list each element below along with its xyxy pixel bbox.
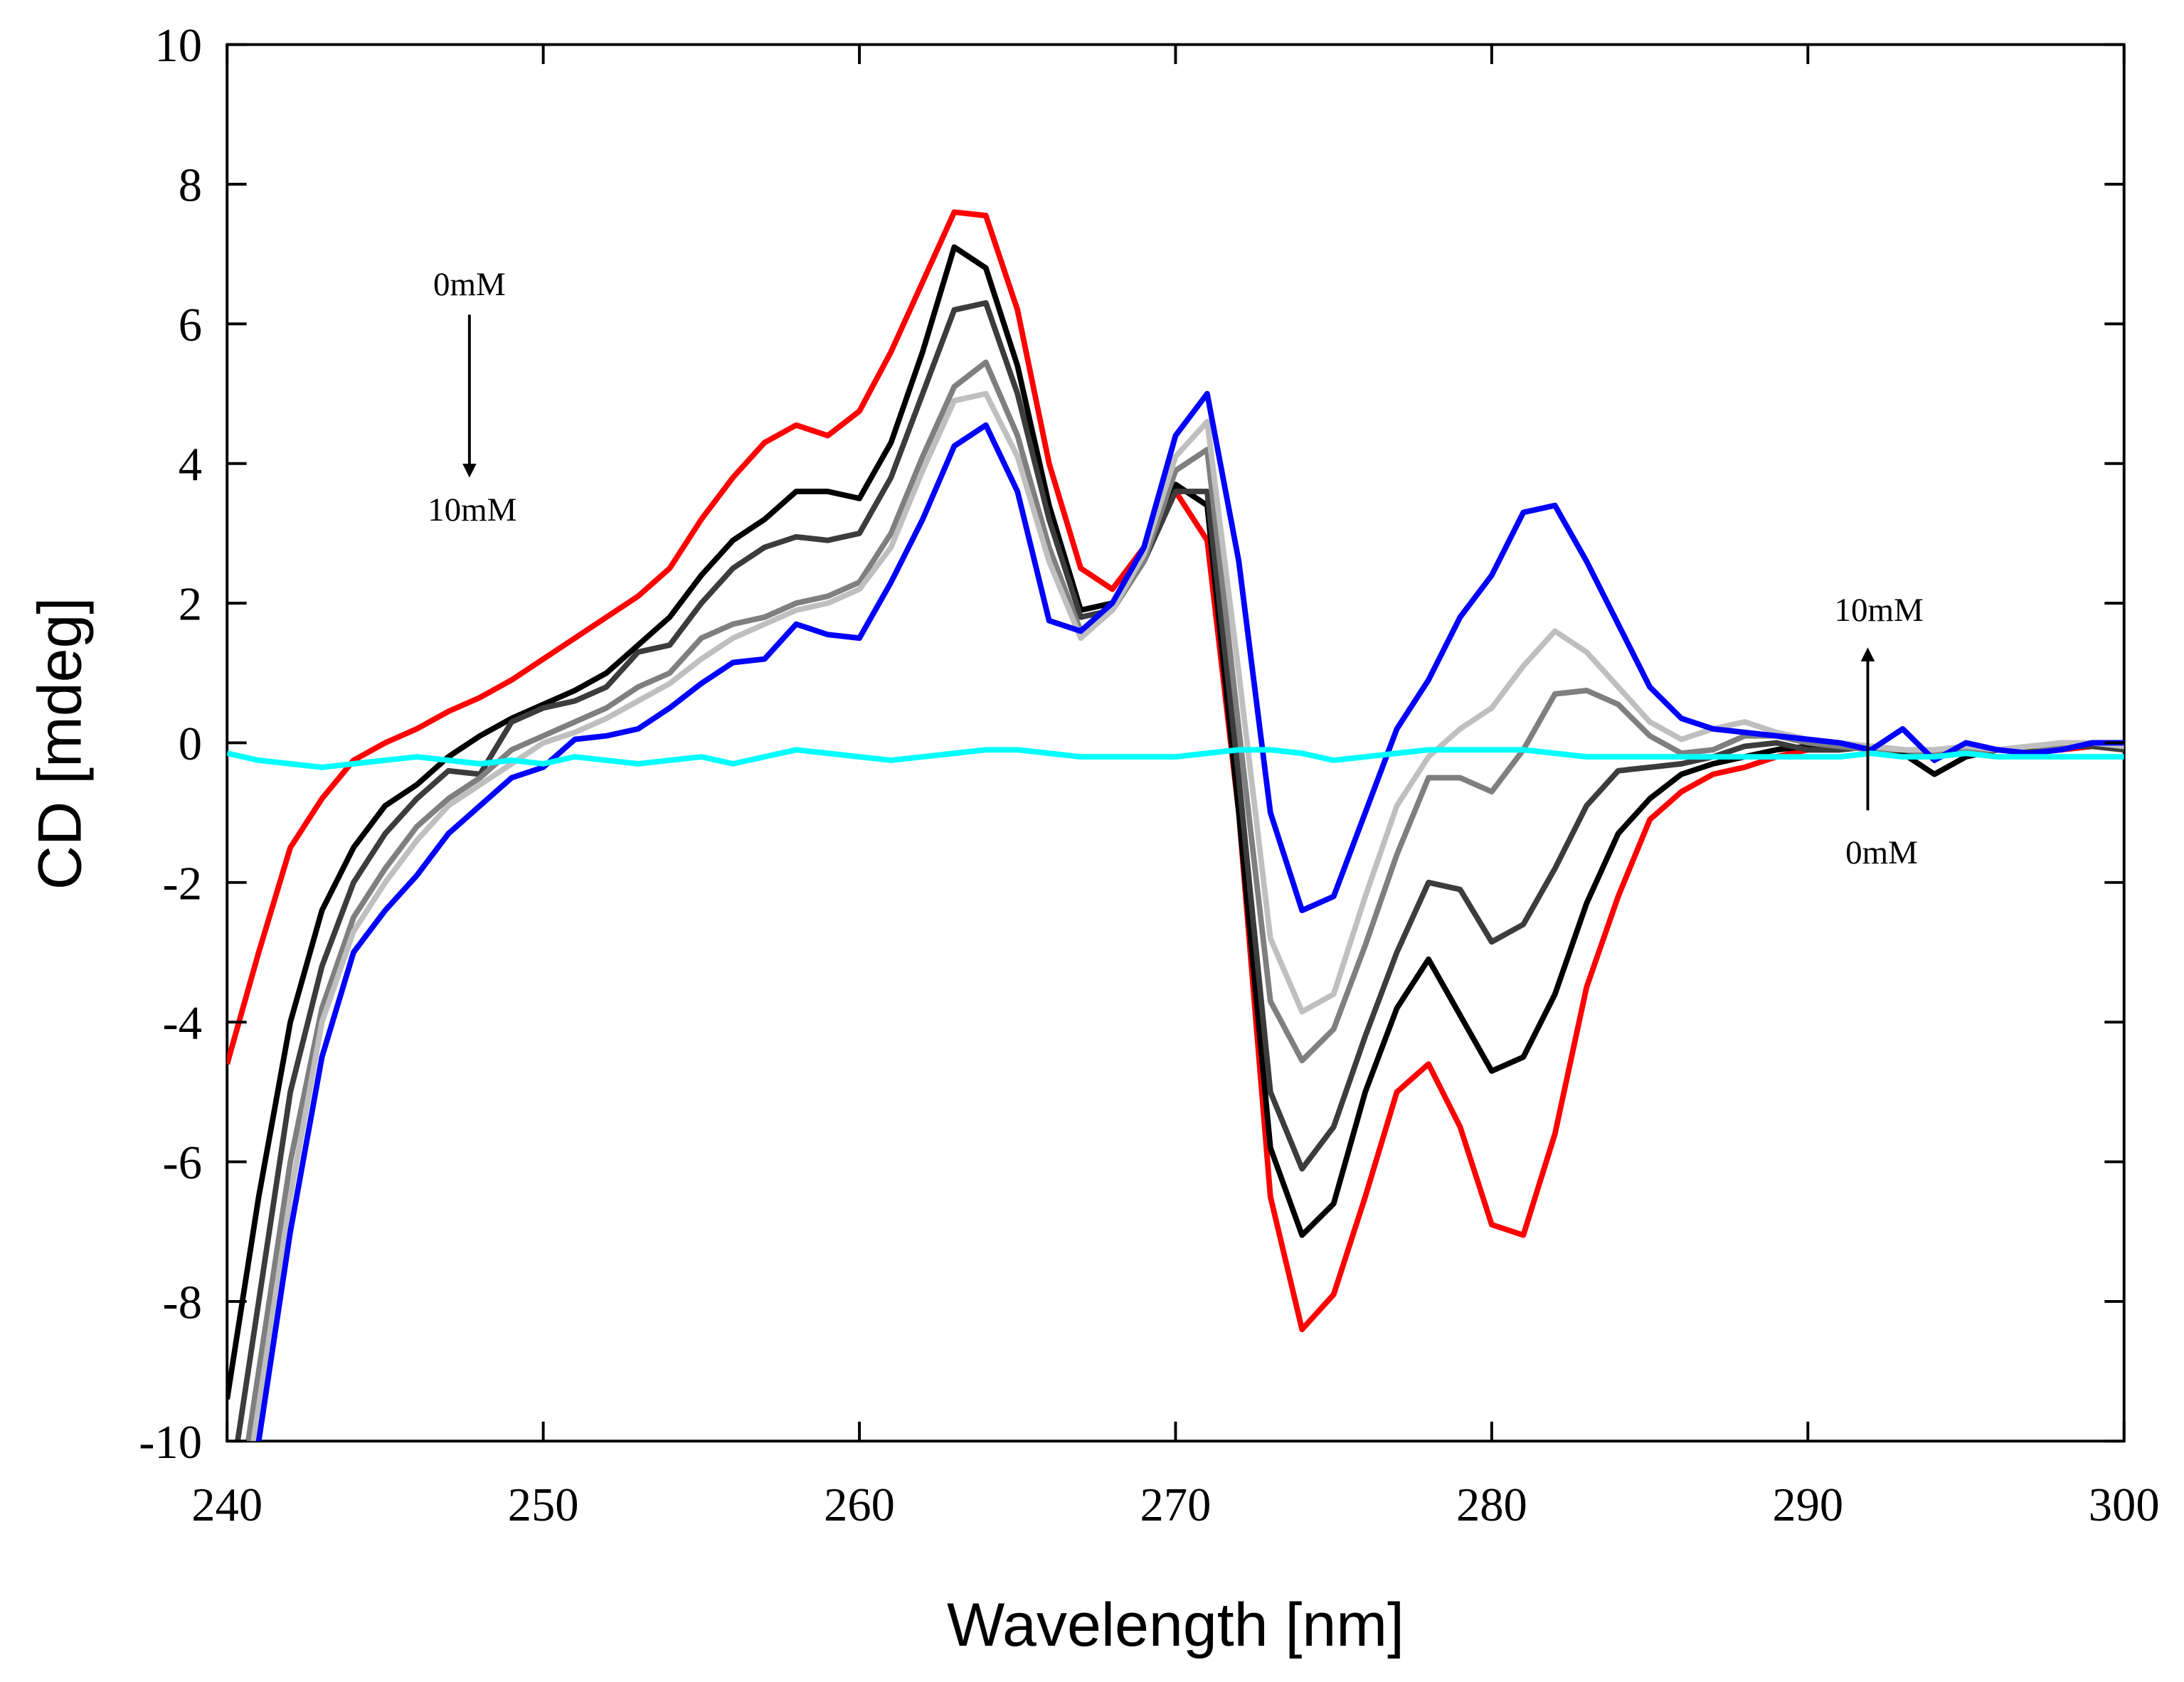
x-tick-label: 300 bbox=[2089, 1479, 2160, 1531]
y-axis-label: CD [mdeg] bbox=[26, 597, 95, 890]
lines bbox=[227, 209, 2124, 1442]
y-tick-label: 0 bbox=[179, 718, 202, 770]
series-line bbox=[227, 747, 2124, 770]
series-line bbox=[235, 300, 2124, 1442]
y-tick-label: -8 bbox=[163, 1277, 202, 1329]
x-tick-label: 240 bbox=[191, 1479, 263, 1531]
annotation: 10mM bbox=[428, 491, 516, 528]
y-tick-label: -6 bbox=[163, 1137, 202, 1189]
y-tick-label: 10 bbox=[154, 20, 202, 72]
x-tick-label: 260 bbox=[824, 1479, 895, 1531]
x-tick-label: 270 bbox=[1140, 1479, 1212, 1531]
y-tick-label: 2 bbox=[179, 579, 202, 631]
y-tick-label: 8 bbox=[179, 160, 202, 212]
y-tick-label: 4 bbox=[179, 439, 202, 491]
annotation: 0mM bbox=[1845, 834, 1918, 871]
annotation: 0mM bbox=[433, 266, 506, 303]
series-line bbox=[255, 390, 2124, 1442]
y-tick-label: -10 bbox=[139, 1417, 202, 1469]
series-line bbox=[227, 244, 2124, 1400]
series-line bbox=[245, 359, 2124, 1442]
x-tick-label: 280 bbox=[1456, 1479, 1527, 1531]
series-line bbox=[227, 209, 2124, 1333]
y-tick-label: -4 bbox=[163, 998, 202, 1050]
y-tick-label: 6 bbox=[179, 299, 202, 351]
annotation: 10mM bbox=[1835, 592, 1924, 629]
y-tick-label: -2 bbox=[163, 858, 202, 910]
x-axis-label: Wavelength [nm] bbox=[947, 1591, 1404, 1659]
x-tick-label: 250 bbox=[508, 1479, 579, 1531]
x-tick-label: 290 bbox=[1772, 1479, 1843, 1531]
